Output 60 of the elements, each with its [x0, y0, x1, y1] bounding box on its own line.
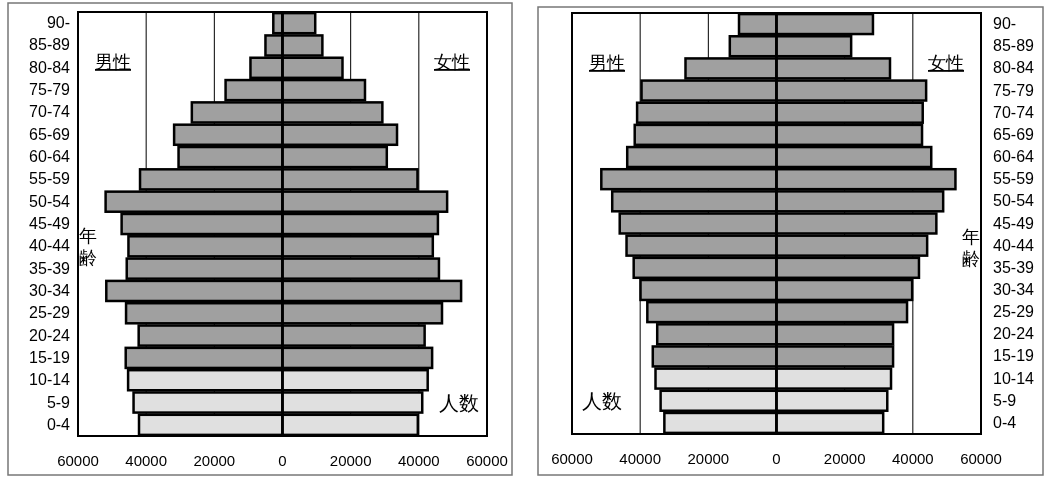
x-axis-title: 人数 — [582, 390, 622, 412]
y-tick-label: 65-69 — [993, 125, 1035, 143]
x-tick-label: 20000 — [193, 452, 236, 469]
y-tick-label: 50-54 — [29, 192, 71, 210]
y-tick-label: 65-69 — [29, 125, 71, 143]
y-tick-label: 15-19 — [29, 348, 71, 366]
annotation: 男性 — [95, 52, 131, 72]
y-tick-label: 50-54 — [993, 192, 1035, 210]
y-tick-label: 60-64 — [29, 148, 71, 166]
y-tick-label: 35-39 — [993, 258, 1035, 276]
y-tick-label: 35-39 — [29, 259, 71, 277]
y-axis-title: 年齢 — [79, 226, 97, 268]
y-tick-label: 30-34 — [993, 280, 1035, 298]
y-tick-label: 85-89 — [29, 36, 71, 54]
y-tick-label: 85-89 — [993, 37, 1035, 55]
y-tick-label: 0-4 — [46, 415, 71, 433]
x-tick-label: 60000 — [57, 452, 99, 469]
y-tick-label: 15-19 — [993, 347, 1035, 365]
x-tick-label: 0 — [772, 450, 781, 467]
x-tick-label: 20000 — [687, 450, 730, 467]
y-tick-label: 10-14 — [29, 371, 71, 389]
annotation: 女性 — [928, 53, 964, 73]
x-tick-label: 40000 — [891, 450, 934, 467]
y-tick-label: 20-24 — [993, 325, 1035, 343]
y-tick-label: 10-14 — [993, 369, 1035, 387]
x-tick-label: 20000 — [823, 450, 866, 467]
annotation: 男性 — [589, 53, 625, 73]
y-tick-label: 55-59 — [993, 170, 1035, 188]
y-tick-label: 60-64 — [993, 148, 1035, 166]
x-tick-label: 20000 — [329, 452, 372, 469]
y-tick-label: 40-44 — [993, 236, 1035, 254]
y-tick-label: 75-79 — [29, 81, 71, 99]
y-tick-label: 90- — [46, 14, 70, 32]
x-tick-label: 40000 — [619, 450, 662, 467]
y-tick-label: 55-59 — [29, 170, 71, 188]
x-axis-title: 人数 — [439, 392, 479, 414]
y-tick-label: 45-49 — [29, 215, 71, 232]
y-tick-label: 40-44 — [29, 237, 71, 255]
y-tick-label: 25-29 — [29, 304, 71, 322]
x-tick-label: 40000 — [397, 452, 440, 469]
x-tick-label: 60000 — [960, 450, 1002, 467]
y-tick-label: 30-34 — [29, 281, 71, 299]
annotation: 女性 — [434, 52, 470, 72]
y-tick-label: 70-74 — [993, 103, 1035, 121]
y-tick-label: 45-49 — [993, 214, 1035, 232]
y-tick-label: 80-84 — [29, 58, 71, 76]
y-tick-label: 5-9 — [993, 391, 1017, 409]
y-tick-label: 5-9 — [46, 393, 71, 411]
y-tick-label: 25-29 — [993, 303, 1035, 321]
y-tick-label: 0-4 — [993, 413, 1017, 431]
x-tick-label: 0 — [278, 452, 287, 469]
y-tick-label: 20-24 — [29, 326, 71, 344]
y-tick-label: 75-79 — [993, 81, 1035, 99]
y-axis-title: 年齢 — [962, 227, 980, 269]
y-tick-label: 90- — [993, 15, 1017, 33]
x-tick-label: 60000 — [551, 450, 593, 467]
x-tick-label: 60000 — [466, 452, 508, 469]
x-tick-label: 40000 — [125, 452, 168, 469]
y-tick-label: 70-74 — [29, 103, 71, 121]
y-tick-label: 80-84 — [993, 59, 1035, 77]
